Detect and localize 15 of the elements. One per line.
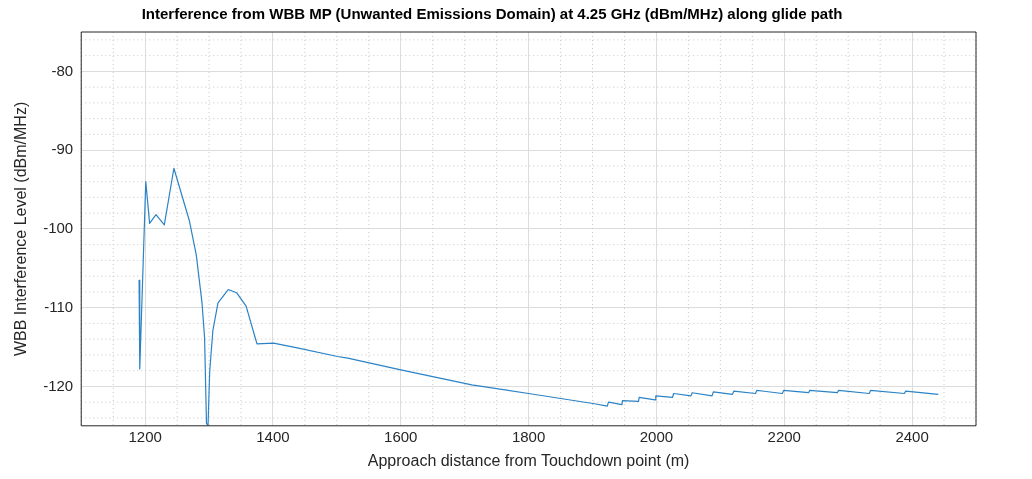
chart-title: Interference from WBB MP (Unwanted Emissions Domain) at 4.25 GHz (dBm/MHz) along glide path: [141, 5, 843, 23]
x-tick-label: 1800: [511, 427, 546, 445]
x-tick-label: 1600: [384, 427, 418, 445]
x-tick-label: 1400: [256, 427, 290, 445]
x-tick-label: 2200: [767, 427, 801, 445]
x-tick-label: 2400: [895, 427, 929, 445]
y-tick-label: -100: [43, 219, 74, 237]
x-tick-label: 1200: [128, 427, 162, 445]
y-tick-label: -110: [44, 297, 74, 315]
x-tick-label: 2000: [639, 427, 674, 445]
y-tick-label: -120: [43, 376, 74, 394]
x-axis-title: Approach distance from Touchdown point (m): [367, 451, 690, 469]
y-tick-label: -90: [51, 140, 74, 158]
y-tick-label: -80: [51, 61, 74, 79]
y-axis-title: WBB Interference Level (dBm/MHz): [12, 101, 30, 357]
